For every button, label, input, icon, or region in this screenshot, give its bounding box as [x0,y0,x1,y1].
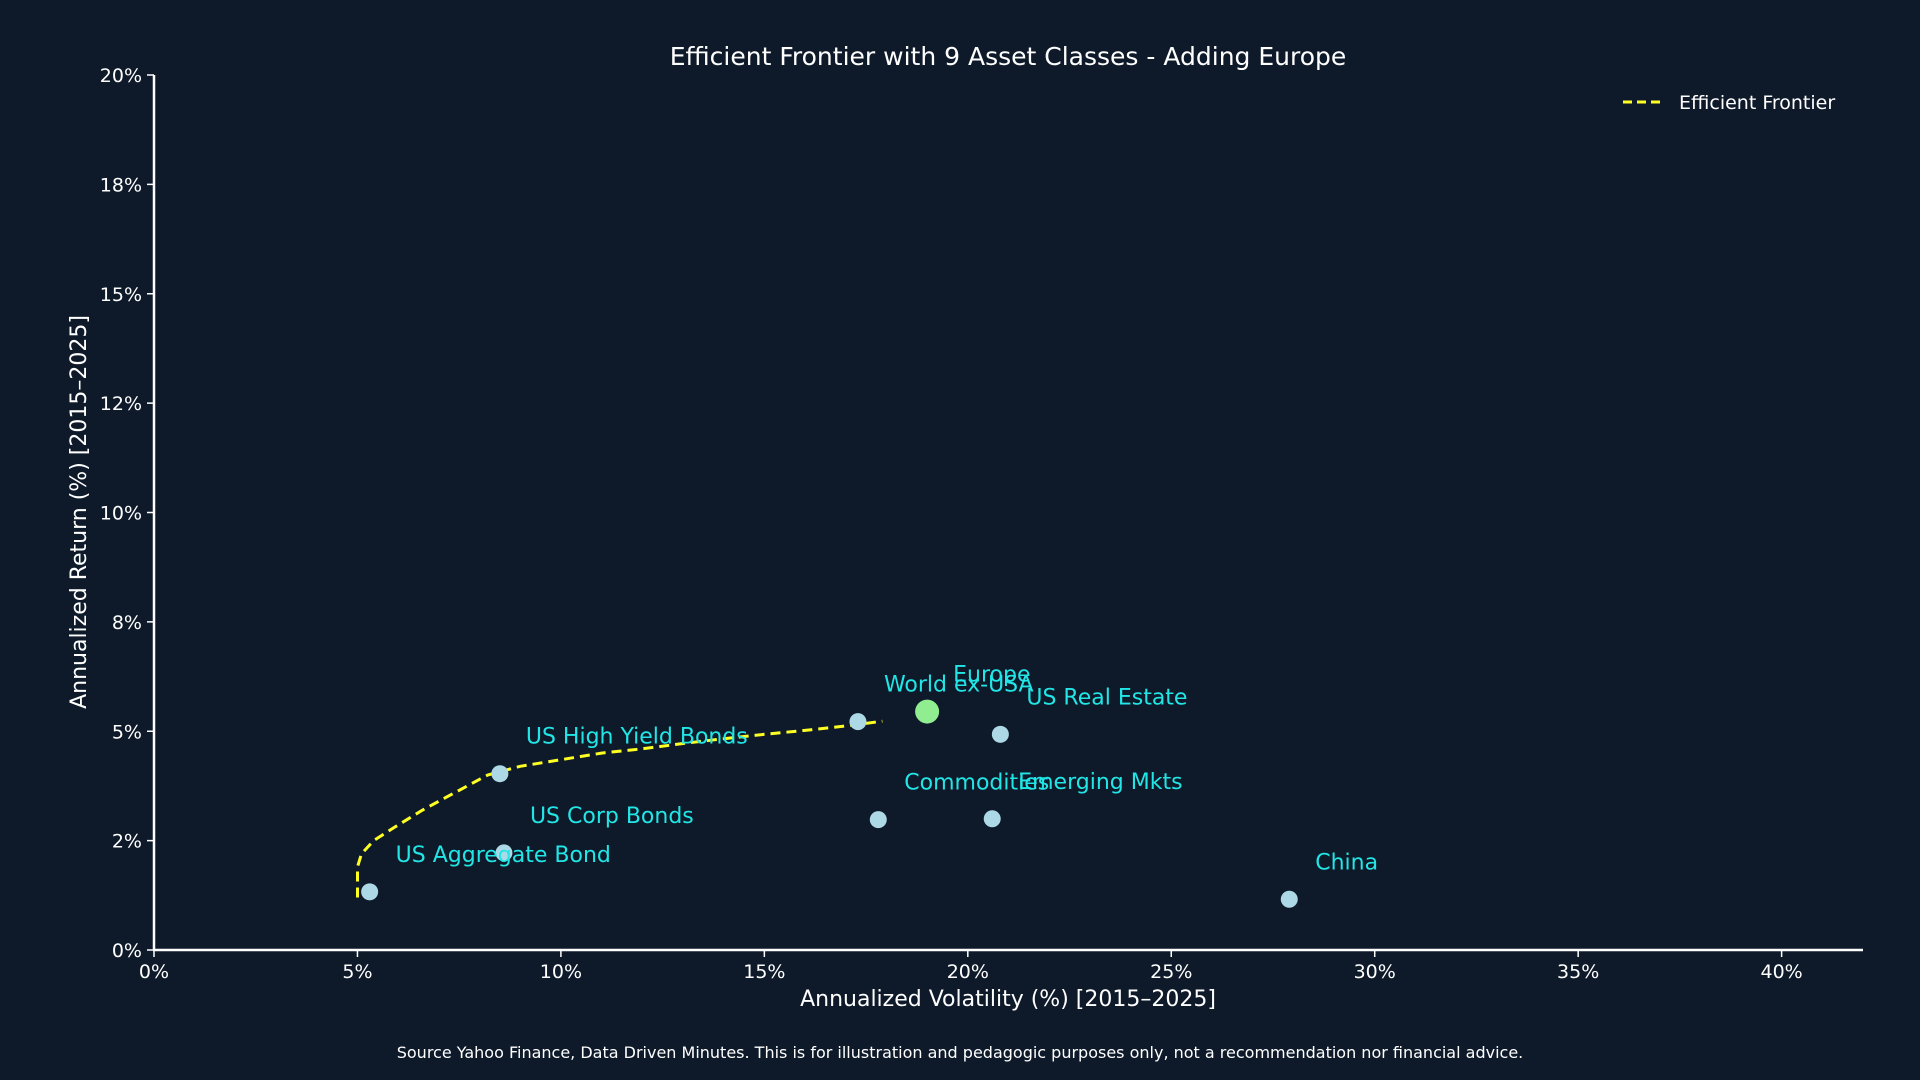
x-axis-label: Annualized Volatility (%) [2015–2025] [800,987,1216,1012]
asset-label-world-ex-usa: World ex-USA [884,673,1034,698]
y-tick-label: 8% [112,612,142,634]
y-tick-label: 10% [100,503,142,525]
source-note: Source Yahoo Finance, Data Driven Minute… [397,1043,1524,1062]
x-axis-ticks: 0% 5% 10% 15% 20% 25% 30% 35% 40% [139,950,1803,983]
x-tick-label: 25% [1150,961,1192,983]
asset-point-world-ex-usa [849,713,867,731]
asset-point-us-real-estate [991,725,1009,743]
x-tick-label: 10% [540,961,582,983]
asset-label-us-high-yield-bonds: US High Yield Bonds [526,725,748,750]
asset-label-europe: Europe [953,663,1030,688]
asset-label-us-aggregate-bond: US Aggregate Bond [396,843,611,868]
asset-points [361,699,1298,908]
y-tick-label: 20% [100,65,142,87]
x-tick-label: 0% [139,961,169,983]
x-tick-label: 5% [342,961,372,983]
y-tick-label: 15% [100,284,142,306]
asset-label-us-corp-bonds: US Corp Bonds [530,804,694,829]
x-tick-label: 20% [947,961,989,983]
asset-point-emerging-mkts [983,810,1001,828]
asset-label-commodities: Commodities [904,771,1049,796]
legend-frontier-label: Efficient Frontier [1679,92,1835,114]
asset-labels: US Aggregate Bond US Corp Bonds US High Yi… [396,663,1378,876]
asset-label-emerging-mkts: Emerging Mkts [1018,770,1182,795]
chart-title: Efficient Frontier with 9 Asset Classes … [670,42,1347,71]
y-axis-label: Annualized Return (%) [2015–2025] [67,315,92,709]
x-tick-label: 30% [1354,961,1396,983]
y-tick-label: 0% [112,940,142,962]
x-tick-label: 15% [743,961,785,983]
asset-label-china: China [1315,850,1378,875]
asset-point-commodities [869,811,887,829]
asset-point-europe [915,699,940,724]
efficient-frontier-line [356,719,883,898]
x-tick-label: 40% [1761,961,1803,983]
x-tick-label: 35% [1557,961,1599,983]
y-tick-label: 18% [100,174,142,196]
asset-point-us-high-yield-bonds [491,765,509,783]
y-axis-ticks: 0% 2% 5% 8% 10% 12% 15% 18% 20% [100,65,154,962]
asset-label-us-real-estate: US Real Estate [1026,685,1187,710]
asset-point-us-aggregate-bond [361,883,379,901]
y-tick-label: 12% [100,393,142,415]
y-tick-label: 2% [112,831,142,853]
legend: Efficient Frontier [1623,92,1835,114]
y-tick-label: 5% [112,721,142,743]
plot-area: 0% 5% 10% 15% 20% 25% 30% 35% 40% 0% 2% 5% 8% 10% 12%… [100,65,1863,983]
asset-point-us-corp-bonds [495,844,513,862]
asset-point-china [1280,890,1298,908]
